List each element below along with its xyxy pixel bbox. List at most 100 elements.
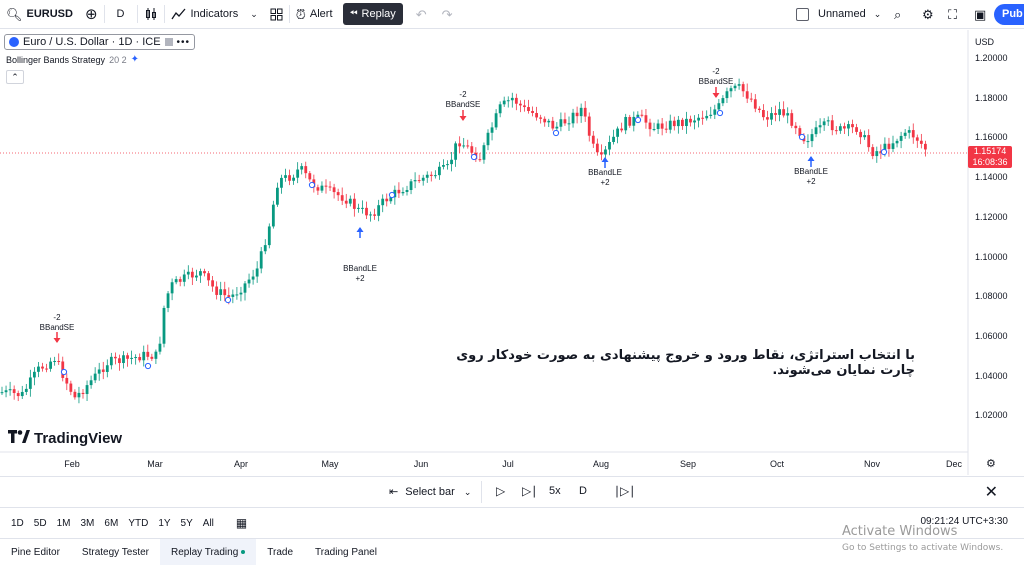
axis-settings-button[interactable]: ⚙︎ [986, 457, 996, 470]
jump-to-realtime-button[interactable]: ∣▷∣ [614, 484, 635, 498]
candle [328, 181, 332, 191]
candle [316, 184, 320, 196]
close-replay-button[interactable]: ✕ [985, 482, 998, 502]
tab-pine-editor[interactable]: Pine Editor [0, 539, 71, 565]
legend-collapse-button[interactable]: ⌃ [6, 70, 24, 84]
candle [284, 168, 287, 182]
select-bar-button[interactable]: ⇤ Select bar ⌄ [389, 485, 471, 498]
candle [101, 361, 105, 380]
candle [535, 106, 538, 121]
tab-trade[interactable]: Trade [256, 539, 304, 565]
candle [502, 96, 506, 107]
timeframe-3m[interactable]: 3M [80, 517, 95, 529]
candle [251, 269, 255, 285]
replay-button[interactable]: ⏪︎ Replay [342, 3, 403, 25]
candle [628, 114, 632, 128]
candle [924, 140, 927, 157]
candle [652, 122, 656, 132]
play-button[interactable]: ▷ [496, 484, 505, 498]
tradingview-logo[interactable]: TradingView [8, 430, 122, 447]
candle [405, 185, 409, 196]
candle [575, 106, 579, 124]
price-chart[interactable] [0, 30, 1024, 480]
layout-checkbox[interactable] [790, 0, 815, 29]
candle [843, 122, 846, 135]
candle [446, 160, 449, 170]
candle [336, 188, 340, 201]
candle [292, 174, 295, 185]
close-icon: ✕ [984, 484, 998, 501]
candle [478, 152, 482, 162]
calendar-icon[interactable]: ▦ [235, 516, 248, 530]
publish-button[interactable]: Pub [994, 4, 1024, 25]
compare-symbol-button[interactable]: ⊕ [79, 0, 104, 29]
candle [745, 83, 749, 104]
candle [559, 112, 563, 132]
alert-button[interactable]: ⏰︎ Alert [290, 0, 339, 29]
short-signal-label: -2 BBandSE [40, 313, 75, 333]
layouts-button[interactable] [264, 0, 289, 29]
indicators-dropdown[interactable]: ⌄ [244, 0, 264, 29]
redo-button[interactable]: ↷ [436, 0, 459, 29]
last-price-tag: 1.15174 16:08:36 [968, 146, 1012, 168]
indicators-button[interactable]: Indicators [165, 0, 245, 29]
fullscreen-button[interactable]: ⛶ [942, 0, 963, 29]
settings-button[interactable]: ⚙︎ [916, 0, 940, 29]
timeframe-ytd[interactable]: YTD [128, 517, 149, 529]
candle [640, 109, 644, 118]
undo-button[interactable]: ↶ [407, 0, 436, 29]
tradingview-logo-text: TradingView [34, 430, 123, 447]
candle [531, 106, 534, 117]
layout-name-button[interactable]: Unnamed ⌄ [812, 0, 887, 29]
candle [458, 136, 462, 153]
strategy-legend[interactable]: Bollinger Bands Strategy 20 2 ✦ [6, 54, 139, 65]
timeframe-1d[interactable]: 1D [11, 517, 24, 529]
candle [875, 146, 879, 163]
timeframe-1m[interactable]: 1M [56, 517, 71, 529]
replay-bar: ⇤ Select bar ⌄ ▷ ▷∣ 5x D ∣▷∣ ✕ [0, 476, 1024, 508]
candle [506, 96, 510, 108]
overlay-caption: با انتخاب استراتژی، نقاط ورود و خروج پیش… [456, 348, 915, 378]
select-bar-icon: ⇤ [389, 486, 399, 498]
step-forward-button[interactable]: ▷∣ [522, 484, 537, 498]
long-signal-arrow-icon [807, 156, 815, 167]
clock[interactable]: 09:21:24 UTC+3:30 [920, 516, 1008, 527]
candle [709, 106, 713, 119]
timeframe-5d[interactable]: 5D [33, 517, 47, 529]
candle [762, 104, 765, 121]
candle [33, 367, 36, 386]
more-icon[interactable]: ••• [176, 36, 191, 48]
candle [725, 87, 729, 104]
symbol-legend[interactable]: Euro / U.S. Dollar · 1D · ICE ••• [4, 34, 196, 50]
signal-quantity: -2 [712, 67, 720, 76]
quick-search-button[interactable]: ⌕ [888, 0, 907, 29]
timeframe-1y[interactable]: 1Y [158, 517, 171, 529]
tab-strategy-tester[interactable]: Strategy Tester [71, 539, 160, 565]
undo-icon: ↶ [415, 6, 427, 22]
tab-label: Pine Editor [11, 546, 60, 558]
candle [114, 352, 117, 365]
candle [616, 126, 619, 144]
snapshot-button[interactable]: ▣ [968, 0, 992, 29]
candle [182, 269, 186, 287]
tab-trading-panel[interactable]: Trading Panel [304, 539, 388, 565]
tab-replay-trading[interactable]: Replay Trading [160, 538, 257, 565]
candle [373, 208, 376, 220]
sparkle-icon: ✦ [130, 54, 139, 65]
candle [632, 111, 636, 132]
candle [0, 386, 4, 395]
chart-type-button[interactable] [138, 0, 164, 29]
symbol-search-button[interactable]: 🔍︎ EURUSD [0, 0, 79, 29]
replay-speed-button[interactable]: 5x [549, 485, 561, 497]
candle [519, 100, 522, 113]
signal-name: BBandSE [445, 100, 481, 109]
candle [69, 380, 73, 396]
timeframe-5y[interactable]: 5Y [180, 517, 193, 529]
timeframe-6m[interactable]: 6M [104, 517, 119, 529]
candle [186, 265, 190, 280]
candle [158, 336, 162, 355]
replay-interval-button[interactable]: D [579, 485, 587, 497]
timeframe-all[interactable]: All [202, 517, 214, 529]
candle [223, 281, 227, 302]
interval-button[interactable]: D [105, 0, 137, 29]
